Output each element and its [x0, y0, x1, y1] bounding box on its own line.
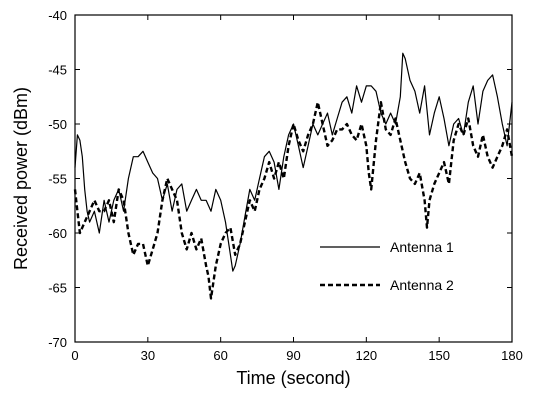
x-axis-title: Time (second) [236, 368, 350, 388]
x-tick-label: 0 [71, 348, 78, 363]
y-tick-label: -40 [48, 8, 67, 23]
x-axis: 0 30 60 90 120 150 180 [71, 15, 523, 363]
series-layer [73, 52, 514, 300]
x-tick-label: 30 [141, 348, 155, 363]
legend-label-antenna-1: Antenna 1 [390, 239, 454, 255]
y-axis-title: Received power (dBm) [11, 87, 31, 270]
series-line-antenna-1 [74, 52, 513, 272]
x-tick-label: 60 [213, 348, 227, 363]
legend: Antenna 1 Antenna 2 [320, 239, 454, 293]
y-tick-label: -50 [48, 117, 67, 132]
legend-label-antenna-2: Antenna 2 [390, 277, 454, 293]
y-tick-label: -70 [48, 335, 67, 350]
y-tick-label: -60 [48, 226, 67, 241]
x-tick-label: 120 [355, 348, 377, 363]
series-line-antenna-2 [73, 100, 514, 300]
y-tick-label: -65 [48, 281, 67, 296]
x-tick-label: 180 [501, 348, 523, 363]
x-tick-label: 90 [286, 348, 300, 363]
y-tick-label: -45 [48, 63, 67, 78]
y-axis: -70 -65 -60 -55 -50 -45 -40 [48, 8, 512, 350]
y-tick-label: -55 [48, 172, 67, 187]
x-tick-label: 150 [428, 348, 450, 363]
